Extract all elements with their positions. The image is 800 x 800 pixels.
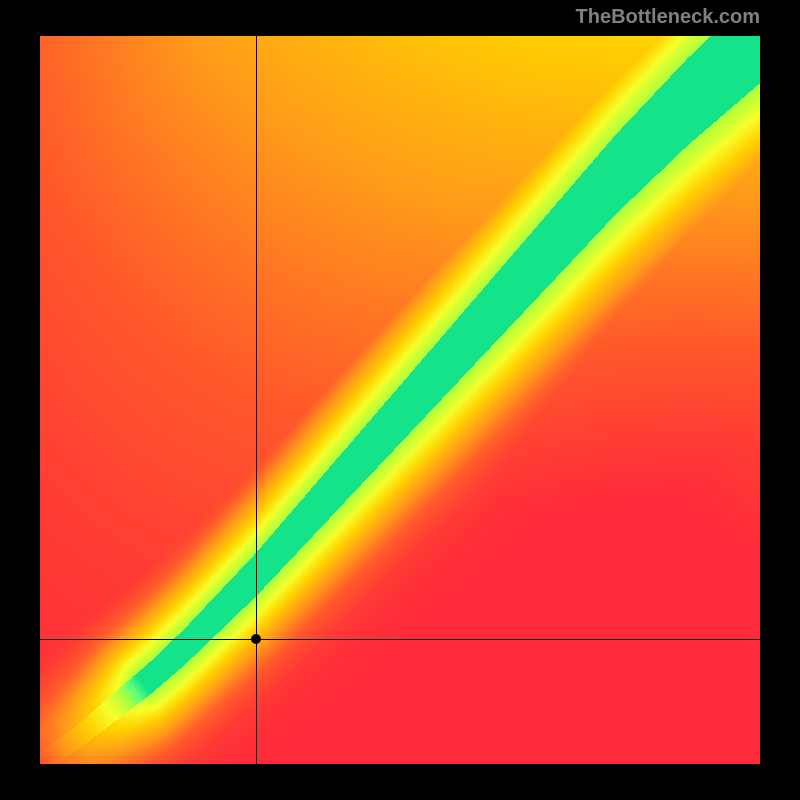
heatmap-canvas [40, 36, 760, 764]
heatmap-plot [40, 36, 760, 764]
chart-container: TheBottleneck.com [0, 0, 800, 800]
watermark-text: TheBottleneck.com [576, 6, 760, 29]
